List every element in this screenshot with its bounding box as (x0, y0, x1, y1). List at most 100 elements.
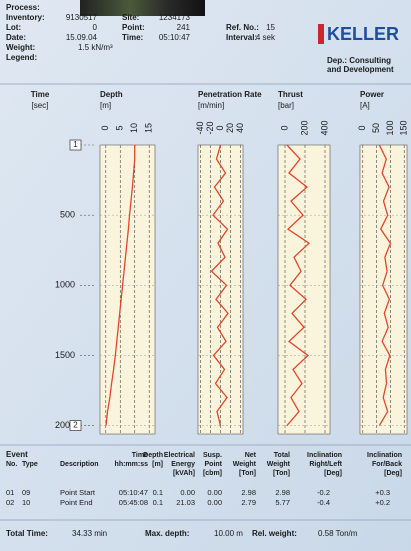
header-value: 4 sek (256, 33, 276, 42)
x-tick-label: 150 (399, 120, 409, 135)
column-header: Weight (267, 461, 291, 468)
track (277, 144, 331, 435)
marker-box (69, 420, 82, 431)
table-cell: -0.2 (317, 488, 330, 497)
x-tick-label: 0 (100, 125, 110, 130)
column-header: For/Back (372, 461, 402, 468)
track-title: Thrust (278, 90, 303, 99)
header-label: Site: (122, 13, 139, 22)
column-header: [Ton] (239, 470, 256, 477)
column-header: Total (274, 452, 290, 459)
table-cell: Point Start (60, 488, 96, 497)
table-cell: 21.03 (176, 498, 195, 507)
column-header: Description (60, 461, 99, 468)
x-tick-label: 400 (319, 120, 329, 135)
table-cell: Point End (60, 498, 93, 507)
footer-label: Rel. weight: (252, 529, 297, 538)
x-tick-label: 15 (144, 123, 154, 133)
table-cell: 2.98 (275, 488, 290, 497)
x-tick-label: 50 (371, 123, 381, 133)
table-cell: 0.1 (153, 498, 163, 507)
table-cell: 0.00 (207, 498, 222, 507)
column-header: Susp. (203, 452, 222, 459)
marker-label: 1 (73, 140, 78, 149)
table-cell: -0.4 (317, 498, 330, 507)
table-cell: 2.79 (241, 498, 256, 507)
header-label: Weight: (6, 43, 35, 52)
table-cell: 05:45:08 (119, 498, 148, 507)
marker-box (69, 139, 82, 151)
trace (105, 145, 136, 426)
column-header: Weight (233, 461, 257, 468)
table-cell: 0.00 (180, 488, 195, 497)
department: Dep.: Consulting (327, 56, 391, 65)
marker-label: 2 (73, 421, 78, 430)
logo: KELLER (327, 24, 399, 44)
logo-mark (318, 24, 324, 44)
table-cell: 02 (6, 498, 14, 507)
header-value: 1234173 (159, 13, 191, 22)
y-tick-label: 1500 (55, 350, 75, 360)
table-group: Event (6, 450, 28, 459)
header-label: Interval: (226, 33, 257, 42)
column-header: Point (205, 461, 223, 468)
footer-label: Max. depth: (145, 529, 189, 538)
track-title: Power (360, 90, 384, 99)
column-header: hh:mm:ss (115, 461, 149, 468)
track-unit: [A] (360, 101, 370, 110)
header-label: Inventory: (6, 13, 45, 22)
header-label: Point: (122, 23, 145, 32)
x-tick-label: 0 (357, 125, 367, 130)
track-unit: [m/min] (198, 101, 224, 110)
axis-title: Time (31, 90, 50, 99)
header-label: Process: (6, 3, 40, 12)
header-label: Legend: (6, 53, 37, 62)
column-header: Type (22, 461, 38, 468)
footer-value: 0.58 Ton/m (318, 529, 358, 538)
x-tick-label: 0 (215, 125, 225, 130)
header-value: 15.09.04 (66, 33, 98, 42)
department: and Development (327, 65, 394, 74)
column-header: Energy (171, 461, 195, 468)
track-title: Depth (100, 90, 123, 99)
x-tick-label: 40 (235, 123, 245, 133)
table-cell: 0.00 (207, 488, 222, 497)
track-title: Penetration Rate (198, 90, 262, 99)
table-cell: 5.77 (275, 498, 290, 507)
column-header: Inclination (307, 452, 342, 459)
header-value: 9130517 (66, 13, 98, 22)
header-label: Lot: (6, 23, 21, 32)
footer-value: 10.00 m (214, 529, 243, 538)
header-value: 15 (266, 23, 275, 32)
x-tick-label: 0 (279, 125, 289, 130)
x-tick-label: -20 (205, 121, 215, 134)
column-header: No. (6, 461, 17, 468)
header-value: 1.5 kN/m³ (78, 43, 113, 52)
header-label: Date: (6, 33, 26, 42)
header-value: 241 (177, 23, 191, 32)
header-label: Time: (122, 33, 143, 42)
track-unit: [m] (100, 101, 111, 110)
table-cell: 05:10:47 (119, 488, 148, 497)
column-header: [Deg] (384, 470, 402, 477)
trace (378, 144, 392, 426)
table-cell: +0.2 (375, 498, 390, 507)
x-tick-label: 100 (385, 120, 395, 135)
trace (210, 144, 229, 426)
x-tick-label: -40 (195, 121, 205, 134)
x-tick-label: 200 (299, 120, 309, 135)
column-header: [Ton] (273, 470, 290, 477)
column-header: Electrical (164, 452, 195, 459)
y-tick-label: 500 (60, 210, 75, 220)
column-header: [m] (152, 461, 163, 468)
table-cell: 0.1 (153, 488, 163, 497)
column-header: Net (245, 452, 257, 459)
header-label: Ref. No.: (226, 23, 259, 32)
column-header: Inclination (367, 452, 402, 459)
table-cell: +0.3 (375, 488, 390, 497)
header-value: 0 (93, 23, 98, 32)
x-tick-label: 20 (225, 123, 235, 133)
track (99, 144, 156, 435)
track-unit: [bar] (278, 101, 294, 110)
